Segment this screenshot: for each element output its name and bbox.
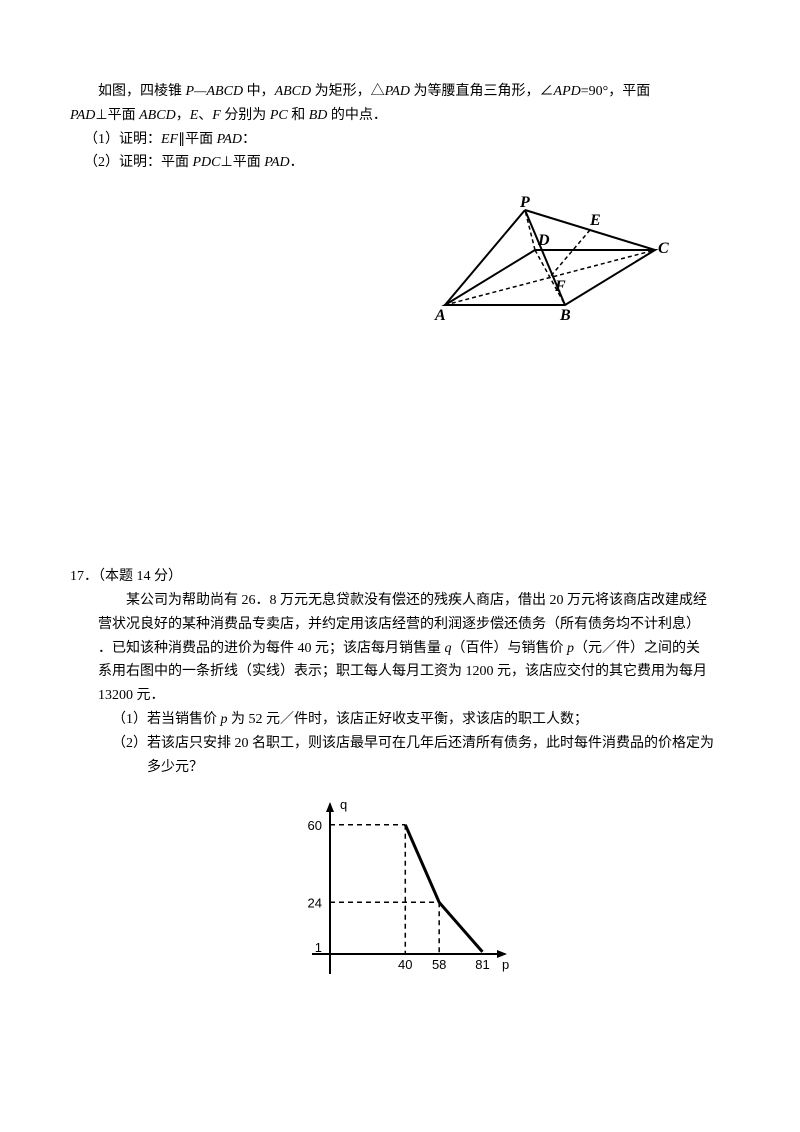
t: 如图，四棱锥 — [98, 84, 186, 99]
v: ABCD — [139, 108, 176, 123]
qp-chart: 60 24 1 40 58 81 q p — [285, 794, 515, 994]
t: 、 — [198, 108, 212, 123]
pyramid-figure: P A B C D E F — [430, 195, 670, 325]
t: 的中点． — [327, 108, 387, 123]
t: ． — [290, 155, 304, 170]
t: 为等腰直角三角形，∠ — [410, 84, 554, 99]
p16-line1: 如图，四棱锥 P—ABCD 中，ABCD 为矩形，△PAD 为等腰直角三角形，∠… — [70, 80, 730, 104]
v: PAD — [264, 155, 289, 170]
t: ⊥平面 — [95, 108, 139, 123]
t: ⊥平面 — [221, 155, 265, 170]
t: 中， — [243, 84, 275, 99]
t: ．已知该种消费品的进价为每件 40 元；该店每月销售量 — [98, 641, 445, 656]
lbl-P: P — [519, 195, 530, 211]
p16-sub1: （1）证明：EF∥平面 PAD： — [70, 128, 730, 152]
t: （2）证明：平面 — [84, 155, 193, 170]
p16-sub2: （2）证明：平面 PDC⊥平面 PAD． — [70, 151, 730, 175]
v: p — [221, 712, 228, 727]
p17-l1: 某公司为帮助尚有 26．8 万元无息贷款没有偿还的残疾人商店，借出 20 万元将… — [98, 589, 730, 613]
p16-line2: PAD⊥平面 ABCD，E、F 分别为 PC 和 BD 的中点． — [70, 104, 730, 128]
pyramid-figure-row: P A B C D E F — [70, 195, 730, 325]
v: P—ABCD — [186, 84, 244, 99]
svg-text:1: 1 — [315, 940, 322, 955]
t: 分别为 — [221, 108, 270, 123]
lbl-D: D — [537, 232, 550, 249]
v: p — [567, 641, 574, 656]
svg-text:p: p — [502, 957, 509, 972]
t: （1）若当销售价 — [112, 712, 221, 727]
p17-l4: 系用右图中的一条折线（实线）表示；职工每人每月工资为 1200 元，该店应交付的… — [98, 660, 730, 684]
chart-row: 60 24 1 40 58 81 q p — [70, 794, 730, 994]
lbl-F: F — [554, 278, 566, 295]
v: E — [190, 108, 199, 123]
v: PDC — [193, 155, 221, 170]
t: （元／件）之间的关 — [574, 641, 700, 656]
t: =90°，平面 — [581, 84, 651, 99]
p17-sub1: （1）若当销售价 p 为 52 元／件时，该店正好收支平衡，求该店的职工人数； — [98, 708, 730, 732]
t: （1）证明： — [84, 132, 161, 147]
svg-text:58: 58 — [432, 957, 446, 972]
t: 为 52 元／件时，该店正好收支平衡，求该店的职工人数； — [228, 712, 589, 727]
v: APD — [554, 84, 581, 99]
svg-text:24: 24 — [308, 896, 322, 911]
t: 为矩形，△ — [311, 84, 385, 99]
t: ∥平面 — [178, 132, 217, 147]
v: F — [212, 108, 221, 123]
problem-16-body: 如图，四棱锥 P—ABCD 中，ABCD 为矩形，△PAD 为等腰直角三角形，∠… — [70, 80, 730, 175]
spacer — [70, 335, 730, 555]
svg-text:81: 81 — [475, 957, 489, 972]
p17-sub2b: 多少元？ — [98, 756, 730, 780]
problem-17: 17．（本题 14 分） 某公司为帮助尚有 26．8 万元无息贷款没有偿还的残疾… — [70, 565, 730, 779]
v: ABCD — [275, 84, 312, 99]
v: PAD — [217, 132, 242, 147]
t: ， — [176, 108, 190, 123]
v: BD — [309, 108, 328, 123]
v: q — [445, 641, 452, 656]
lbl-B: B — [559, 307, 571, 324]
v: PAD — [70, 108, 95, 123]
p17-l2: 营状况良好的某种消费品专卖店，并约定用该店经营的利润逐步偿还债务（所有债务均不计… — [98, 613, 730, 637]
t: 和 — [288, 108, 309, 123]
v: EF — [161, 132, 178, 147]
p17-l3: ．已知该种消费品的进价为每件 40 元；该店每月销售量 q（百件）与销售价 p（… — [98, 637, 730, 661]
t: （百件）与销售价 — [452, 641, 568, 656]
lbl-A: A — [434, 307, 446, 324]
t: ： — [242, 132, 256, 147]
p17-sub2a: （2）若该店只安排 20 名职工，则该店最早可在几年后还清所有债务，此时每件消费… — [98, 732, 730, 756]
v: PAD — [385, 84, 410, 99]
v: PC — [270, 108, 288, 123]
svg-text:60: 60 — [308, 818, 322, 833]
svg-text:q: q — [340, 797, 347, 812]
p17-header: 17．（本题 14 分） — [70, 565, 730, 589]
lbl-C: C — [658, 240, 669, 257]
lbl-E: E — [589, 212, 601, 229]
svg-text:40: 40 — [398, 957, 412, 972]
p17-l5: 13200 元． — [98, 684, 730, 708]
